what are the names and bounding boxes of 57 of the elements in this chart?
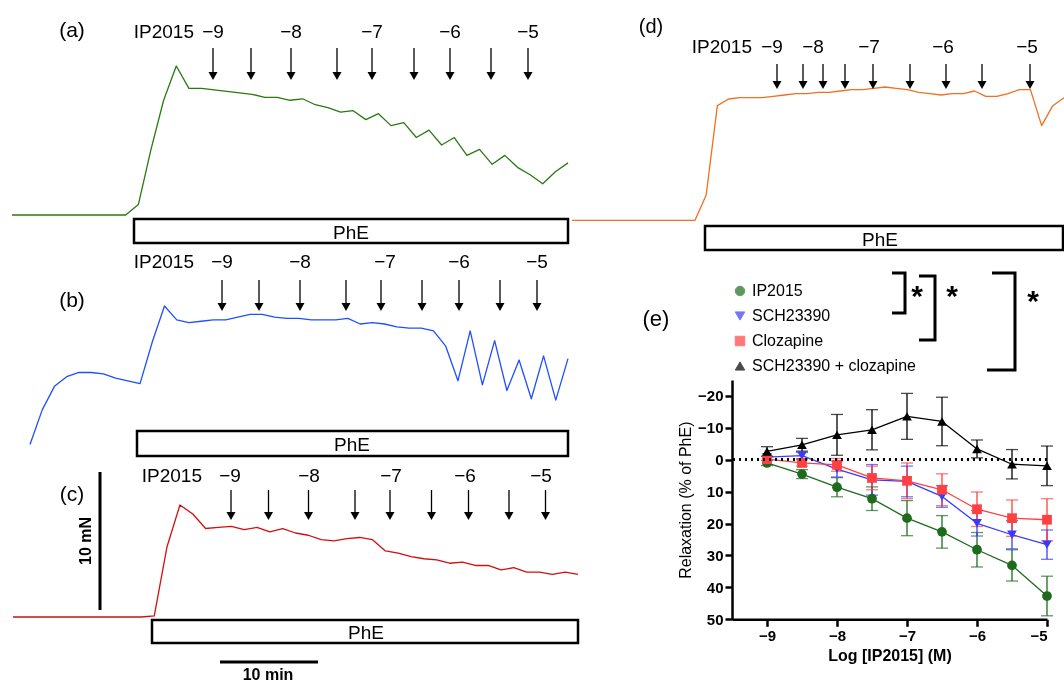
text: PhE	[862, 229, 898, 250]
text: −8	[802, 36, 824, 57]
annotation: (c)	[59, 482, 85, 505]
text: −5	[526, 251, 548, 272]
text: IP2015	[133, 251, 194, 272]
text: −8	[280, 21, 302, 42]
text: −9	[202, 21, 224, 42]
text: *	[946, 279, 959, 312]
legend-label: Clozapine	[751, 332, 823, 349]
text: −7	[374, 251, 396, 272]
text: *	[1027, 284, 1040, 317]
y-tick-label: 30	[706, 546, 724, 564]
y-tick-label: 20	[706, 515, 724, 533]
legend-label: SCH23390 + clozapine	[751, 357, 916, 374]
x-tick-label: −7	[898, 626, 916, 644]
text: −6	[439, 21, 461, 42]
text: IP2015	[691, 36, 752, 57]
text: −7	[380, 465, 402, 486]
text: −5	[1016, 36, 1038, 57]
text: PhE	[333, 222, 369, 243]
annotation: PhE	[334, 434, 370, 455]
text: −8	[298, 465, 320, 486]
y-axis-title: Relaxation (% of PhE)	[676, 421, 694, 579]
text: IP2015	[141, 465, 202, 486]
text: *	[911, 279, 924, 312]
text: −8	[289, 251, 311, 272]
text: −6	[454, 465, 476, 486]
text: (d)	[638, 15, 664, 37]
x-tick-label: −6	[968, 626, 986, 644]
text: −9	[761, 36, 783, 57]
text: −6	[448, 251, 470, 272]
x-axis-title: Log [IP2015] (M)	[827, 646, 952, 664]
annotation: 10 mN	[77, 516, 94, 566]
annotation: (b)	[59, 288, 85, 311]
y-tick-label: 50	[706, 610, 724, 628]
text: IP2015	[133, 21, 194, 42]
text: −5	[530, 465, 552, 486]
text: −7	[858, 36, 880, 57]
text: (e)	[642, 306, 670, 331]
x-tick-label: −8	[828, 626, 846, 644]
text: −6	[932, 36, 954, 57]
x-tick-label: −5	[1030, 626, 1048, 644]
y-tick-label: −10	[697, 419, 724, 437]
y-tick-label: 40	[706, 578, 724, 596]
text: 10 min	[242, 666, 294, 682]
x-tick-label: −9	[758, 626, 776, 644]
text: −7	[361, 21, 383, 42]
text: PhE	[348, 622, 384, 643]
text: (a)	[59, 18, 85, 41]
y-tick-label: 10	[706, 483, 724, 501]
text: −9	[211, 251, 233, 272]
legend-label: IP2015	[751, 282, 803, 299]
text: −5	[517, 21, 539, 42]
text: −9	[219, 465, 241, 486]
y-tick-label: 0	[714, 451, 724, 469]
y-tick-label: −20	[697, 387, 724, 405]
legend-label: SCH23390	[751, 307, 830, 324]
